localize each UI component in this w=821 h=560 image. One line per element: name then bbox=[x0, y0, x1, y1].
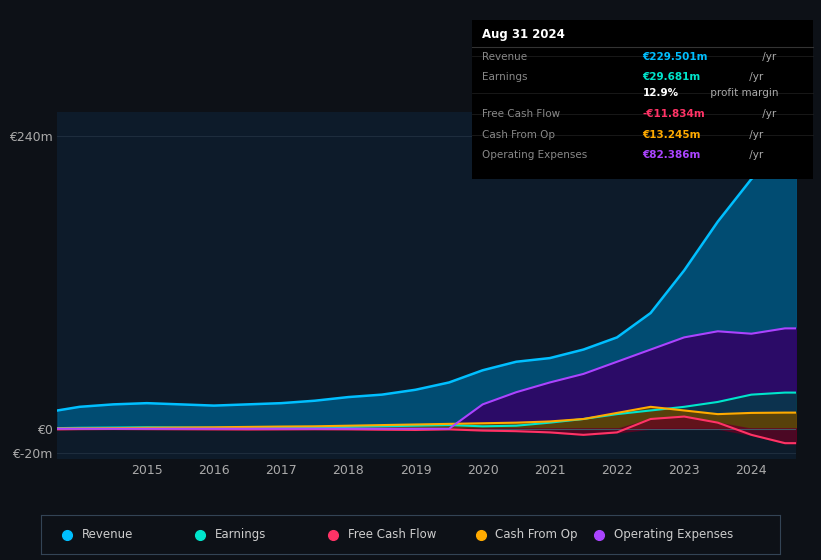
Text: /yr: /yr bbox=[759, 109, 776, 119]
Text: €13.245m: €13.245m bbox=[643, 130, 701, 140]
Text: €82.386m: €82.386m bbox=[643, 151, 701, 161]
Text: Aug 31 2024: Aug 31 2024 bbox=[482, 27, 565, 40]
Text: -€11.834m: -€11.834m bbox=[643, 109, 705, 119]
Text: Free Cash Flow: Free Cash Flow bbox=[348, 528, 436, 542]
Text: Revenue: Revenue bbox=[82, 528, 133, 542]
Text: Earnings: Earnings bbox=[482, 72, 528, 82]
Text: €229.501m: €229.501m bbox=[643, 52, 708, 62]
Text: /yr: /yr bbox=[746, 151, 764, 161]
Text: /yr: /yr bbox=[759, 52, 776, 62]
Text: Cash From Op: Cash From Op bbox=[496, 528, 578, 542]
Text: €29.681m: €29.681m bbox=[643, 72, 700, 82]
Text: Operating Expenses: Operating Expenses bbox=[482, 151, 588, 161]
Text: Revenue: Revenue bbox=[482, 52, 527, 62]
Text: Free Cash Flow: Free Cash Flow bbox=[482, 109, 561, 119]
Text: /yr: /yr bbox=[746, 72, 764, 82]
Text: profit margin: profit margin bbox=[707, 88, 778, 98]
Text: 12.9%: 12.9% bbox=[643, 88, 679, 98]
Text: /yr: /yr bbox=[746, 130, 764, 140]
Text: Operating Expenses: Operating Expenses bbox=[613, 528, 733, 542]
Text: Cash From Op: Cash From Op bbox=[482, 130, 555, 140]
Text: Earnings: Earnings bbox=[215, 528, 266, 542]
